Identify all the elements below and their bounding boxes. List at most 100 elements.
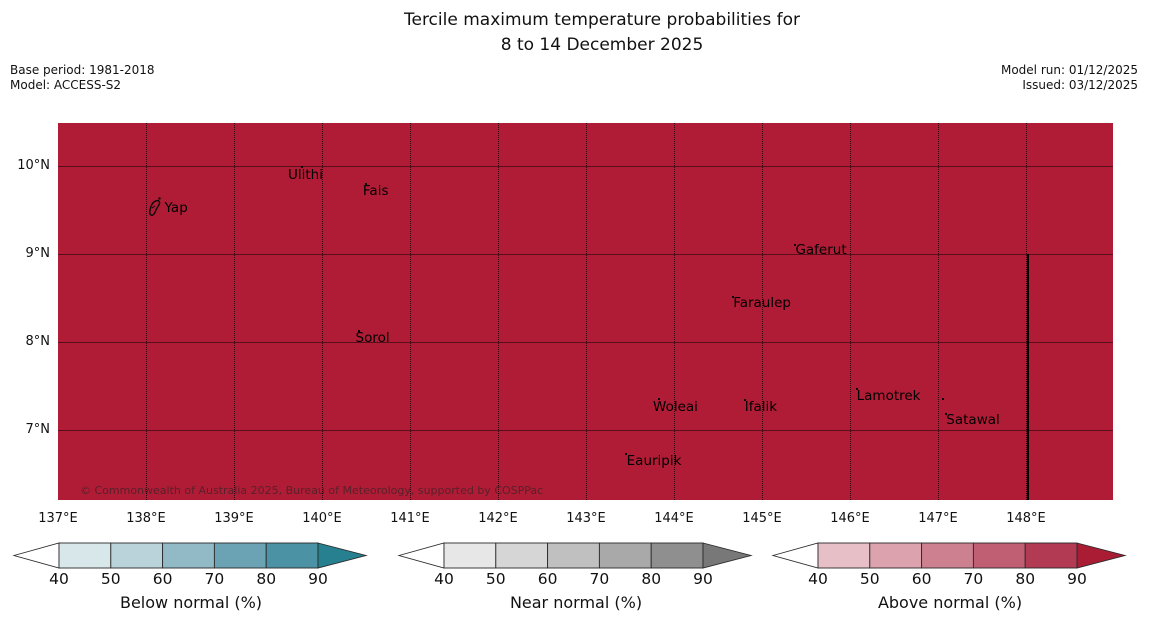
y-axis-tick-label: 7°N (25, 422, 51, 437)
colorbar-segment (921, 542, 974, 569)
yap-island-outline-icon (146, 195, 166, 225)
colorbar-tick-label: 70 (590, 570, 610, 588)
colorbar-tick-label: 70 (964, 570, 984, 588)
map-plot: © Commonwealth of Australia 2025, Bureau… (58, 123, 1113, 500)
model-run-text: Model run: 01/12/2025 (1000, 63, 1138, 77)
colorbar-tick-label: 90 (1067, 570, 1087, 588)
low-arrow (771, 542, 819, 569)
colorbar-segment (265, 542, 319, 569)
longitude-gridline (410, 123, 411, 500)
island-marker-dot (743, 398, 746, 401)
figure-title: Tercile maximum temperature probabilitie… (54, 8, 1150, 58)
colorbar-caption: Near normal (%) (509, 593, 643, 612)
high-arrow (1076, 542, 1127, 569)
x-axis-tick-label: 140°E (302, 511, 342, 526)
colorbar-tick-label: 60 (912, 570, 932, 588)
island-marker-dot (624, 453, 627, 456)
colorbar-tick-label: 40 (808, 570, 828, 588)
colorbar-below-normal: 40 50 60 70 80 90 (12, 542, 368, 588)
island-marker-dot (732, 296, 735, 299)
colorbar-tick-label: 50 (101, 570, 121, 588)
x-axis-tick-label: 145°E (742, 511, 782, 526)
island-marker-dot (855, 387, 858, 390)
island-label: Fais (362, 182, 389, 199)
colorbar-tick-label: 60 (538, 570, 558, 588)
colorbar-segment (869, 542, 923, 569)
colorbar-segment (547, 542, 600, 569)
island-label: Woleai (653, 399, 698, 416)
colorbar-segment (162, 542, 215, 569)
figure-title-line1: Tercile maximum temperature probabilitie… (403, 10, 800, 30)
latitude-gridline (58, 342, 1113, 343)
colorbar-segment (110, 542, 164, 569)
x-axis-tick-label: 137°E (38, 511, 78, 526)
latitude-gridline (58, 430, 1113, 431)
colorbar-caption: Below normal (%) (119, 593, 263, 612)
colorbar-tick-label: 40 (49, 570, 69, 588)
longitude-gridline (938, 123, 939, 500)
longitude-gridline (234, 123, 235, 500)
island-marker-dot (658, 397, 661, 400)
island-marker-dot (365, 182, 367, 185)
colorbar-caption: Above normal (%) (877, 593, 1023, 612)
island-marker-dot (794, 244, 797, 247)
latitude-gridline (58, 254, 1113, 255)
island-label: Lamotrek (856, 387, 921, 404)
figure-title-line2: 8 to 14 December 2025 (500, 35, 704, 55)
island-marker-dot (942, 398, 945, 401)
colorbar-segment (817, 542, 871, 569)
x-axis-tick-label: 141°E (390, 511, 430, 526)
y-axis-tick-label: 10°N (17, 158, 50, 173)
island-label: Faraulep (733, 294, 791, 311)
high-arrow (317, 542, 368, 569)
colorbar-segment (58, 542, 112, 569)
x-axis-tick-label: 139°E (214, 511, 254, 526)
low-arrow (12, 542, 60, 569)
x-axis-tick-label: 144°E (654, 511, 694, 526)
copyright-text: © Commonwealth of Australia 2025, Bureau… (80, 484, 544, 497)
x-axis-tick-label: 143°E (566, 511, 606, 526)
colorbar-segment (972, 542, 1026, 569)
run-info: Model run: 01/12/2025 Issued: 03/12/2025 (1001, 63, 1138, 93)
island-label: Ulithi (287, 167, 323, 184)
colorbar-tick-label: 50 (860, 570, 880, 588)
island-label: Eauripik (626, 452, 682, 469)
model-info: Base period: 1981-2018 Model: ACCESS-S2 (10, 63, 155, 93)
longitude-gridline (146, 123, 147, 500)
colorbar-segment (1024, 542, 1078, 569)
longitude-gridline (762, 123, 763, 500)
colorbar-segment (650, 542, 704, 569)
island-label: Yap (164, 199, 188, 216)
longitude-gridline (850, 123, 851, 500)
colorbar-segment (495, 542, 549, 569)
x-axis-tick-label: 142°E (478, 511, 518, 526)
longitude-gridline (674, 123, 675, 500)
island-label: Gaferut (795, 242, 847, 259)
island-label: Satawal (946, 412, 1000, 429)
low-arrow (397, 542, 445, 569)
colorbar-tick-label: 40 (434, 570, 454, 588)
base-period-text: Base period: 1981-2018 (10, 63, 155, 77)
colorbar-segment (213, 542, 267, 569)
x-axis-tick-label: 148°E (1006, 511, 1046, 526)
x-axis-tick-label: 146°E (830, 511, 870, 526)
island-label: Ifalik (744, 399, 778, 416)
longitude-gridline (586, 123, 587, 500)
x-axis-tick-label: 147°E (918, 511, 958, 526)
model-name-text: Model: ACCESS-S2 (10, 78, 122, 92)
colorbar-tick-label: 90 (308, 570, 328, 588)
colorbar-segment (598, 542, 652, 569)
colorbar-tick-label: 60 (153, 570, 173, 588)
y-axis-tick-label: 8°N (25, 334, 51, 349)
colorbar-tick-label: 80 (641, 570, 661, 588)
colorbar-above-normal: 40 50 60 70 80 90 (771, 542, 1127, 588)
longitude-gridline (498, 123, 499, 500)
colorbar-tick-label: 80 (1015, 570, 1035, 588)
colorbar-tick-label: 90 (693, 570, 713, 588)
island-marker-dot (300, 165, 303, 168)
island-marker-dot (945, 413, 948, 416)
colorbar-tick-label: 50 (486, 570, 506, 588)
colorbar-segment (443, 542, 497, 569)
issued-text: Issued: 03/12/2025 (1022, 78, 1138, 92)
